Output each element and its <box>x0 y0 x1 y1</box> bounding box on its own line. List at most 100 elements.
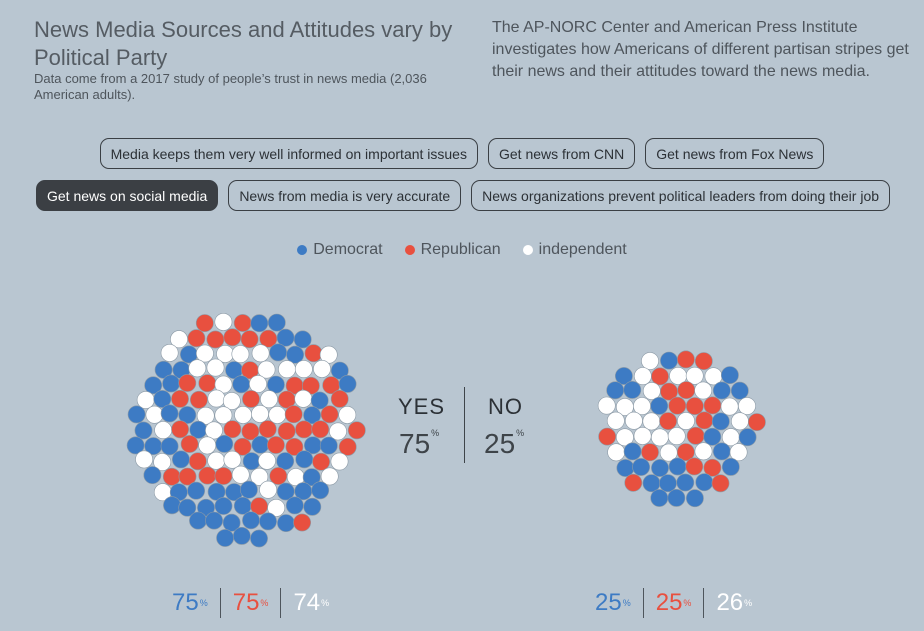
no-republican-bubble <box>668 396 687 415</box>
no-democrat-bubble <box>651 459 669 477</box>
yes-independent-bubble <box>153 453 172 472</box>
yes-independent-bubble <box>258 451 276 470</box>
yes-democrat-bubble <box>163 496 181 515</box>
yes-republican-bubble <box>198 466 217 485</box>
yes-republican-bubble <box>240 330 259 349</box>
yes-democrat-bubble <box>302 468 321 487</box>
filter-social-media-button[interactable]: Get news on social media <box>36 180 219 211</box>
intro-text: The AP-NORC Center and American Press In… <box>492 19 909 80</box>
no-label: NO <box>488 394 523 419</box>
no-democrat-bubble <box>623 380 642 399</box>
no-democrat-bubble <box>712 442 731 461</box>
no-democrat-bubble <box>712 381 731 400</box>
no-independent-bubble <box>633 426 652 445</box>
no-independent-stat: 26% <box>703 588 764 618</box>
no-democrat-bubble <box>650 489 669 507</box>
yes-democrat-bubble <box>251 435 270 454</box>
yes-independent-bubble <box>196 406 215 425</box>
yes-democrat-bubble <box>310 391 329 410</box>
no-independent-bubble <box>597 396 616 415</box>
yes-republican-bubble <box>187 329 206 348</box>
no-republican-bubble <box>694 352 713 371</box>
yes-democrat-bubble <box>162 374 181 393</box>
yes-republican-bubble <box>277 422 296 441</box>
yes-independent-bubble <box>330 452 349 471</box>
no-democrat-bubble <box>721 366 739 385</box>
yes-independent-bubble <box>231 345 250 364</box>
filter-cnn-button[interactable]: Get news from CNN <box>487 138 636 169</box>
yes-democrat-bubble <box>187 481 206 500</box>
yes-republican-bubble <box>188 452 207 471</box>
yes-republican-bubble <box>293 513 312 532</box>
no-democrat-bubble <box>686 489 704 508</box>
yes-bubble-cluster <box>126 312 366 548</box>
yes-republican-bubble <box>311 420 330 439</box>
yes-independent-bubble <box>160 343 179 362</box>
no-independent-bubble <box>677 412 695 430</box>
no-independent-bubble <box>738 397 756 415</box>
yes-democrat-bubble <box>239 480 258 499</box>
yes-republican-bubble <box>223 420 242 439</box>
yes-independent-bubble <box>206 358 225 377</box>
yes-republican-bubble <box>180 435 199 453</box>
yes-democrat-bubble <box>250 529 268 548</box>
no-percent-unit: % <box>516 428 525 438</box>
yes-independent-bubble <box>207 451 226 470</box>
no-republican-bubble <box>624 473 643 492</box>
no-independent-bubble <box>685 366 704 385</box>
no-democrat-bubble <box>695 473 714 492</box>
yes-independent-bubble <box>198 436 217 455</box>
filter-prevent-leaders-button[interactable]: News organizations prevent political lea… <box>471 180 891 211</box>
yes-republican-bubble <box>258 420 277 439</box>
yes-independent-bubble <box>251 404 269 423</box>
yes-independent-bubble <box>231 465 250 484</box>
yes-democrat-bubble <box>269 343 288 362</box>
page-title: News Media Sources and Attitudes vary by… <box>34 17 453 70</box>
no-democrat-bubble <box>730 381 749 400</box>
yes-democrat-bubble <box>330 361 349 380</box>
yes-democrat-value: 75 <box>172 589 199 616</box>
no-republican-unit: % <box>683 598 692 608</box>
yes-democrat-bubble <box>160 437 179 456</box>
no-democrat-bubble <box>659 474 677 493</box>
yes-independent-bubble <box>135 450 154 469</box>
no-democrat-bubble <box>721 457 740 476</box>
no-republican-bubble <box>676 443 695 462</box>
yes-democrat-bubble <box>160 404 179 423</box>
yes-democrat-bubble <box>242 452 261 471</box>
yes-republican-bubble <box>223 328 242 347</box>
yes-democrat-bubble <box>338 374 357 393</box>
yes-independent-bubble <box>214 406 233 425</box>
legend-republican: Republican <box>404 241 501 259</box>
no-republican-bubble <box>659 412 678 431</box>
yes-independent-bubble <box>214 312 233 331</box>
yes-democrat-bubble <box>134 421 153 440</box>
yes-democrat-bubble <box>154 360 173 379</box>
no-republican-bubble <box>685 397 704 416</box>
yes-democrat-bubble <box>189 511 207 530</box>
yes-independent-bubble <box>223 450 242 469</box>
yes-democrat-bubble <box>250 314 269 333</box>
no-democrat-bubble <box>623 442 642 461</box>
yes-percent-value: 75 <box>399 428 431 459</box>
yes-democrat-bubble <box>319 436 338 455</box>
yes-democrat-bubble <box>232 527 251 545</box>
no-percent: 25% <box>484 428 524 460</box>
no-independent-unit: % <box>744 598 753 608</box>
yes-republican-bubble <box>285 437 304 456</box>
yes-republican-bubble <box>178 374 197 392</box>
yes-democrat-bubble <box>259 512 277 531</box>
yes-independent-bubble <box>260 390 278 409</box>
yes-democrat-bubble <box>266 375 285 394</box>
yes-independent-bubble <box>294 360 313 379</box>
yes-democrat-bubble <box>178 406 197 424</box>
filter-fox-news-button[interactable]: Get news from Fox News <box>645 138 825 169</box>
filter-well-informed-button[interactable]: Media keeps them very well informed on i… <box>99 138 478 169</box>
no-republican-bubble <box>711 474 730 493</box>
yes-democrat-bubble <box>285 496 304 515</box>
yes-democrat-stat: 75% <box>160 588 220 618</box>
yes-republican-bubble <box>269 467 288 485</box>
filter-very-accurate-button[interactable]: News from media is very accurate <box>228 180 462 211</box>
yes-republican-unit: % <box>260 598 269 608</box>
